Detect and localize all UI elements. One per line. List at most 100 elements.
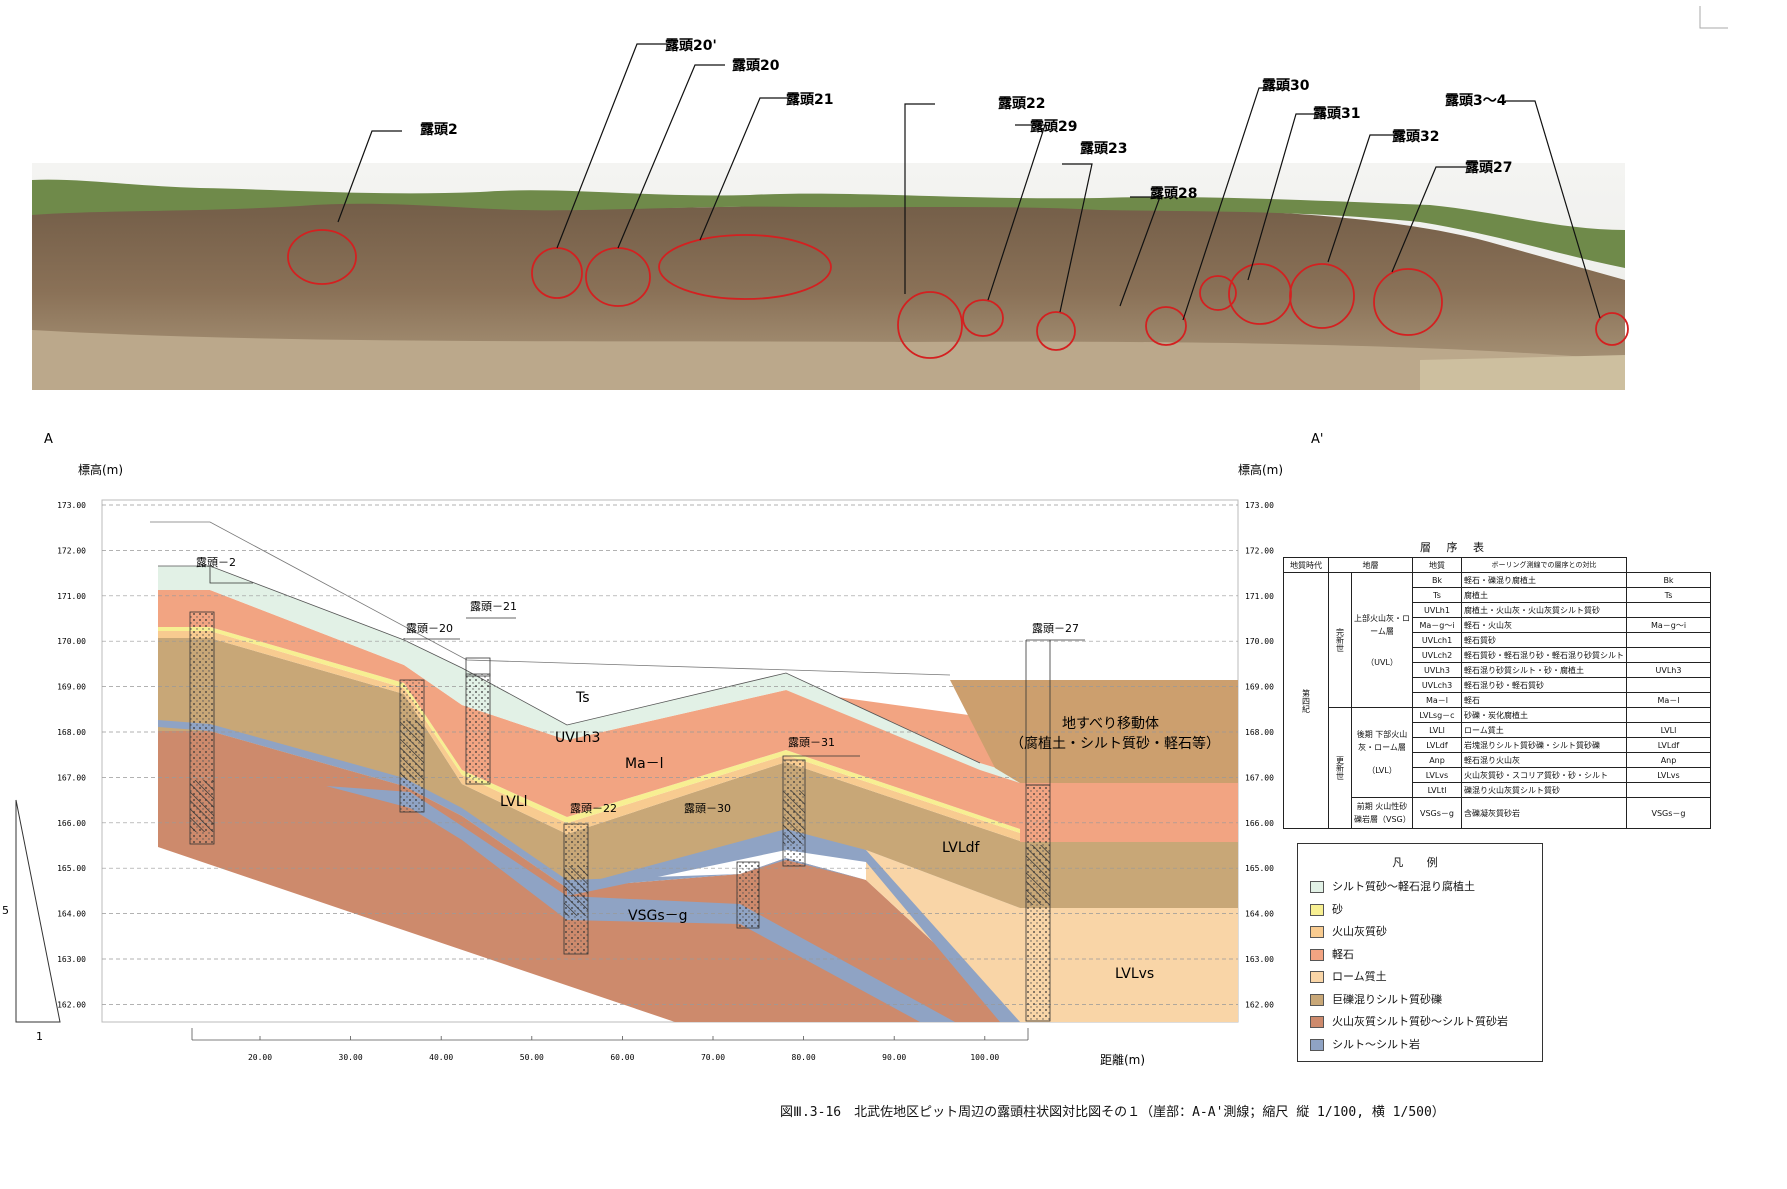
strat-corr [1626,782,1711,798]
legend-item: ローム質土 [1310,970,1387,988]
callout-8: 露頭28 [1119,185,1197,346]
outcrop-circle [658,234,832,300]
callout-label: 露頭28 [1150,185,1197,202]
y-tick-left: 173.00 [57,501,86,510]
unit-sand [158,627,1020,833]
strat-code: Anp [1412,752,1462,768]
legend-label: 巨礫混りシルト質砂礫 [1332,992,1442,1006]
unit-label-vsgs: VSGs－g [628,908,688,924]
strat-code: UVLch2 [1412,647,1462,663]
legend: 凡 例 シルト質砂～軽石混り腐植土砂火山灰質砂 軽石 ローム質土 巨礫混りシルト質砂礫… [1297,843,1543,1062]
elevation-gridlines: 173.00 173.00 172.00 172.00 171.00 171.00 170.… [57,501,1274,1009]
outcrop-circle [1199,275,1237,311]
callout-leader [1119,196,1161,307]
strat-desc: 軽石 [1461,692,1627,708]
strat-row: 前期 火山性砂礫岩層（VSG） VSGs－g 含礫凝灰質砂岩 VSGs－g [1284,797,1711,829]
callout-leader [904,103,935,294]
y-tick-right: 162.00 [1245,1000,1274,1009]
distance-axis: 20.00 30.00 40.00 50.00 60.00 70.00 80.00 90.00… [191,1028,1029,1062]
strat-era: 第四紀 [1283,572,1329,829]
outcrop-circle [1145,306,1187,346]
callout-13: 露頭3～4 [1445,92,1629,346]
unit-label-lvll: LVLl [500,794,528,810]
y-tick-right: 164.00 [1245,910,1274,919]
x-tick: 70.00 [701,1053,725,1062]
y-tick-left: 165.00 [57,864,86,873]
y-tick-right: 166.00 [1245,819,1274,828]
callout-label: 露頭29 [1030,118,1077,135]
column-outcrop-27-hatch [1026,845,1050,905]
x-tick: 60.00 [610,1053,634,1062]
callout-7: 露頭23 [1036,140,1127,351]
x-tick: 30.00 [339,1053,363,1062]
strat-code: LVLsg－c [1412,707,1462,723]
unit-siltstone-lower [326,786,955,1022]
outcrop-circle [1228,263,1292,325]
stratigraphy-table: 層 序 表 地質時代 地層 地質 ボーリング測線での層序との対比 第四紀 完新世上… [1283,537,1711,829]
unit-label-landslide: 地すべり移動体 [1062,716,1159,732]
y-tick-left: 170.00 [57,637,86,646]
section-end-marker: A' [1311,432,1323,447]
callout-leader [1059,163,1093,313]
x-axis-label: 距離(m) [1100,1053,1145,1067]
strat-row: Anp 軽石混り火山灰 Anp [1284,752,1711,768]
column-outcrop-20-hatch [400,720,424,780]
y-axis-label-right: 標高(m) [1238,462,1283,477]
strat-row: 第四紀 完新世 上部火山灰・ローム層 （UVL） Bk 軽石・礫混り腐植土 Bk [1283,572,1711,829]
strat-desc: 礫混り火山灰質シルト質砂 [1461,782,1627,798]
y-tick-left: 168.00 [57,728,86,737]
strat-desc: 腐植土 [1461,587,1627,603]
callout-label: 露頭21 [786,91,833,108]
figure-caption: 図Ⅲ.3-16 北武佐地区ピット周辺の露頭柱状図対比図その１（崖部：A-A'測線… [780,1105,1445,1120]
callout-leader [1182,87,1289,321]
y-tick-right: 171.00 [1245,592,1274,601]
callout-9: 露頭30 [1182,77,1310,321]
strat-corr: VSGs－g [1626,797,1711,829]
strat-desc: 軽石混り火山灰 [1461,752,1627,768]
unit-pumice-right [1020,783,1238,842]
strat-code: Ma－l [1412,692,1462,708]
strat-corr: Ma－l [1626,692,1711,708]
y-tick-left: 169.00 [57,683,86,692]
callout-label: 露頭22 [998,95,1045,112]
y-tick-left: 166.00 [57,819,86,828]
legend-item: 軽石 [1310,948,1354,966]
legend-swatch [1310,903,1324,916]
outcrop-circle [897,291,963,359]
scale-triangle [15,799,61,1023]
strat-desc: 軽石混り砂・軽石質砂 [1461,677,1627,693]
column-label-outcrop-2: 露頭－2 [196,556,236,569]
strat-code: UVLch1 [1412,632,1462,648]
legend-swatch [1310,1038,1324,1051]
strat-row: UVLh3 軽石混り砂質シルト・砂・腐植土 UVLh3 [1284,662,1711,678]
y-tick-right: 168.00 [1245,728,1274,737]
outcrop-circle [1036,311,1076,351]
outcrop-circle [287,229,357,285]
section-start-marker: A [44,432,53,447]
callout-leader [987,124,1046,301]
callout-4: 露頭21 [658,91,833,300]
strat-uvl: 上部火山灰・ローム層 （UVL） [1351,572,1413,708]
legend-swatch [1310,1016,1324,1028]
strat-row: 更新世 後期 下部火山灰・ローム層 （LVL） LVLsg－c 砂礫・炭化腐植土 [1284,707,1711,829]
unit-loam [158,631,1020,841]
x-tick: 100.00 [970,1053,999,1062]
legend-swatch [1310,993,1324,1006]
callout-2: 露頭20' [531,37,717,299]
legend-item: 巨礫混りシルト質砂礫 [1310,993,1442,1011]
legend-swatch [1310,971,1324,983]
strat-header-lithology: 地質 [1412,557,1462,573]
strat-desc: 軽石・火山灰 [1461,617,1627,633]
unit-lvldf [1020,841,1238,908]
y-tick-right: 167.00 [1245,773,1274,782]
legend-item: シルト質砂～軽石混り腐植土 [1310,880,1475,898]
strat-vsg: 前期 火山性砂礫岩層（VSG） [1351,797,1413,829]
outcrop-circle [1595,312,1629,346]
y-tick-left: 167.00 [57,773,86,782]
legend-title: 凡 例 [1392,856,1448,869]
outcrop-circle [962,299,1004,337]
y-tick-left: 163.00 [57,955,86,964]
y-axis-label-left: 標高(m) [78,462,123,477]
cliff-base [32,330,1625,398]
strat-code: UVLh3 [1412,662,1462,678]
